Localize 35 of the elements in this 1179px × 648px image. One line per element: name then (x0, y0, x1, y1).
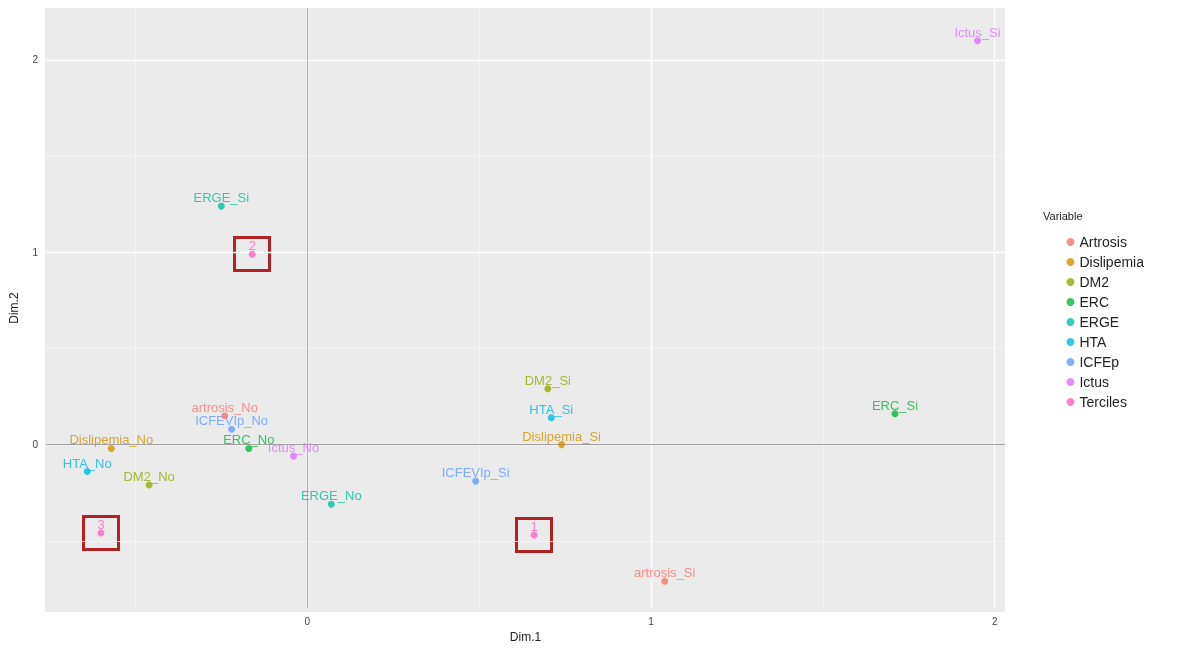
annotation: HTA_Si (529, 401, 574, 417)
x-tick-label: 2 (991, 615, 998, 627)
annotation: ERC_Si (871, 397, 919, 413)
annotation: HTA_No (62, 455, 112, 471)
annotation: Dislipemia_Si (522, 428, 602, 444)
y-tick-label: 1 (32, 246, 39, 258)
legend-label: ERGE (1079, 314, 1120, 330)
legend-label: HTA (1079, 334, 1108, 350)
annotation: DM2_No (123, 469, 175, 484)
legend-label: DM2 (1079, 274, 1110, 290)
annotation: DM2_Si (524, 372, 572, 388)
legend-label: Artrosis (1079, 234, 1127, 250)
annotation: ERGE_Si (193, 190, 250, 206)
legend-label: ICFEp (1079, 354, 1120, 370)
annotation: Dislipemia_No (69, 432, 154, 448)
annotation: ICFEVIp_No (195, 413, 269, 429)
annotation: 1 (530, 519, 538, 535)
annotation: ICFEVIp_Si (441, 465, 510, 481)
y-tick-label: 0 (32, 439, 39, 451)
x-axis-title: Dim.1 (509, 630, 542, 644)
annotation: 2 (248, 238, 256, 254)
y-tick-label: 2 (32, 54, 39, 66)
annotation: artrosis_No (191, 399, 258, 415)
x-tick-label: 0 (304, 615, 311, 627)
x-tick-label: 1 (648, 615, 655, 627)
legend-title: Variable (1043, 209, 1083, 222)
annotation: ERGE_No (300, 488, 362, 504)
legend-label: Ictus (1079, 374, 1110, 390)
annotation: Ictus_Si (954, 24, 1001, 40)
legend-label: ERC (1079, 294, 1109, 310)
annotation: 3 (97, 517, 105, 533)
annotation: artrosis_Si (634, 565, 696, 581)
legend-label: Terciles (1079, 394, 1127, 410)
legend-label: Dislipemia (1079, 254, 1145, 270)
y-axis-title: Dim.2 (7, 292, 21, 324)
